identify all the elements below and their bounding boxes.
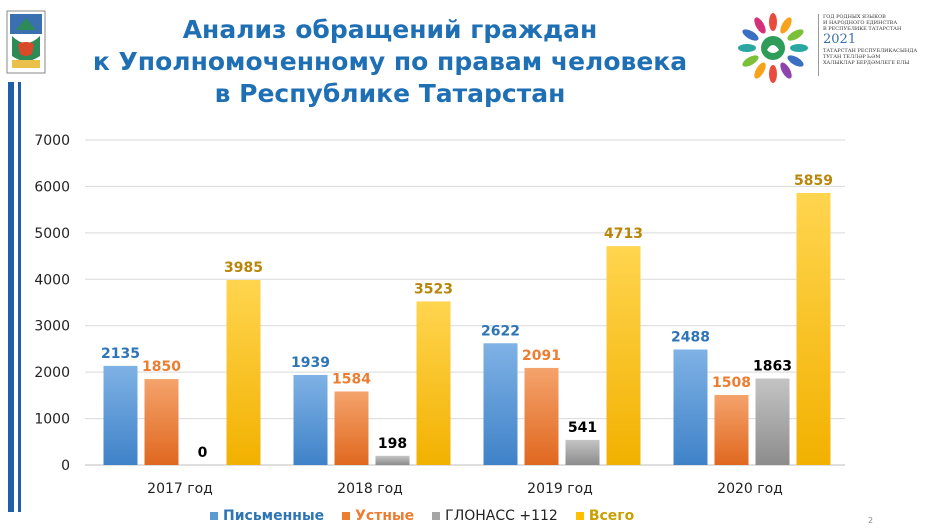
logo-line-7: ХАЛЫКЛАР БЕРДӘМЛЕГЕ ЕЛЫ [823,60,910,66]
legend-item-glonass: ГЛОНАСС +112 [432,508,558,524]
logo-line-3: В РЕСПУБЛИКЕ ТАТАРСТАН [823,26,902,32]
logo-line-1: ГОД РОДНЫХ ЯЗЫКОВ [823,14,886,20]
data-label: 2091 [522,348,561,364]
legend-swatch [432,512,441,520]
left-accent-bar [8,82,14,512]
data-label: 4713 [604,226,643,242]
bar [375,455,410,465]
data-label: 0 [198,445,208,461]
y-tick-label: 3000 [34,319,70,335]
bar [714,394,749,465]
x-tick-label: 2018 год [337,481,403,497]
legend-label: Письменные [223,508,325,524]
data-label: 1863 [753,359,792,375]
bar [524,367,559,465]
data-label: 2488 [671,329,710,345]
x-tick-label: 2020 год [717,481,783,497]
title-line-3: в Республике Татарстан [214,79,566,108]
bar [606,246,641,465]
data-label: 1939 [291,355,330,371]
y-tick-label: 5000 [34,226,70,242]
left-accent-bar-thin [18,82,21,512]
data-label: 1850 [142,359,181,375]
legend-label: ГЛОНАСС +112 [445,508,558,524]
data-label: 1584 [332,371,371,387]
data-label: 2622 [481,323,520,339]
legend-item-oral: Устные [342,508,414,524]
legend-label: Устные [355,508,415,524]
y-tick-label: 4000 [34,272,70,288]
x-tick-label: 2017 год [147,481,213,497]
title-line-1: Анализ обращений граждан [182,15,598,44]
logo-line-5: ТАТАРСТАН РЕСПУБЛИКАСЫНДА [823,48,918,54]
y-tick-label: 1000 [34,412,70,428]
bar [565,439,600,465]
y-tick-label: 0 [61,458,70,474]
legend-swatch [342,512,351,520]
legend-item-total: Всего [575,508,635,524]
data-label: 1508 [712,375,751,391]
logo-divider [818,14,819,76]
bar [226,279,261,465]
city-crest-icon [6,10,46,74]
data-label: 3523 [414,281,453,297]
y-tick-label: 2000 [34,365,70,381]
x-tick-label: 2019 год [527,481,593,497]
data-label: 2135 [101,346,140,362]
data-label: 198 [378,436,407,452]
legend-swatch [210,512,218,520]
bar [334,391,369,465]
chart-legend: Письменные Устные ГЛОНАСС +112 Всего [210,506,670,526]
slide-title: Анализ обращений граждан к Уполномоченно… [90,14,690,110]
bar [293,374,328,465]
bar [796,192,831,465]
legend-swatch [575,512,584,520]
y-tick-label: 6000 [34,179,70,195]
title-line-2: к Уполномоченному по правам человека [92,47,688,76]
data-label: 541 [568,420,597,436]
y-tick-label: 7000 [34,133,70,149]
logo-line-6: ТУГАН ТЕЛЛӘР ҺӘМ [823,54,881,60]
page-number: 2 [868,516,874,525]
bar [483,343,518,465]
bar [144,379,179,465]
year-of-languages-logo-icon [738,13,808,83]
logo-line-2: И НАРОДНОГО ЕДИНСТВА [823,20,898,26]
legend-item-written: Письменные [210,508,324,524]
logo-caption: ГОД РОДНЫХ ЯЗЫКОВ И НАРОДНОГО ЕДИНСТВА В… [823,14,923,66]
bar [103,365,138,465]
bar [673,349,708,465]
legend-label: Всего [588,508,635,524]
data-label: 3985 [224,260,263,276]
bar [416,301,451,465]
logo-year: 2021 [823,32,857,47]
data-label: 5859 [794,173,833,189]
bar [755,378,790,465]
